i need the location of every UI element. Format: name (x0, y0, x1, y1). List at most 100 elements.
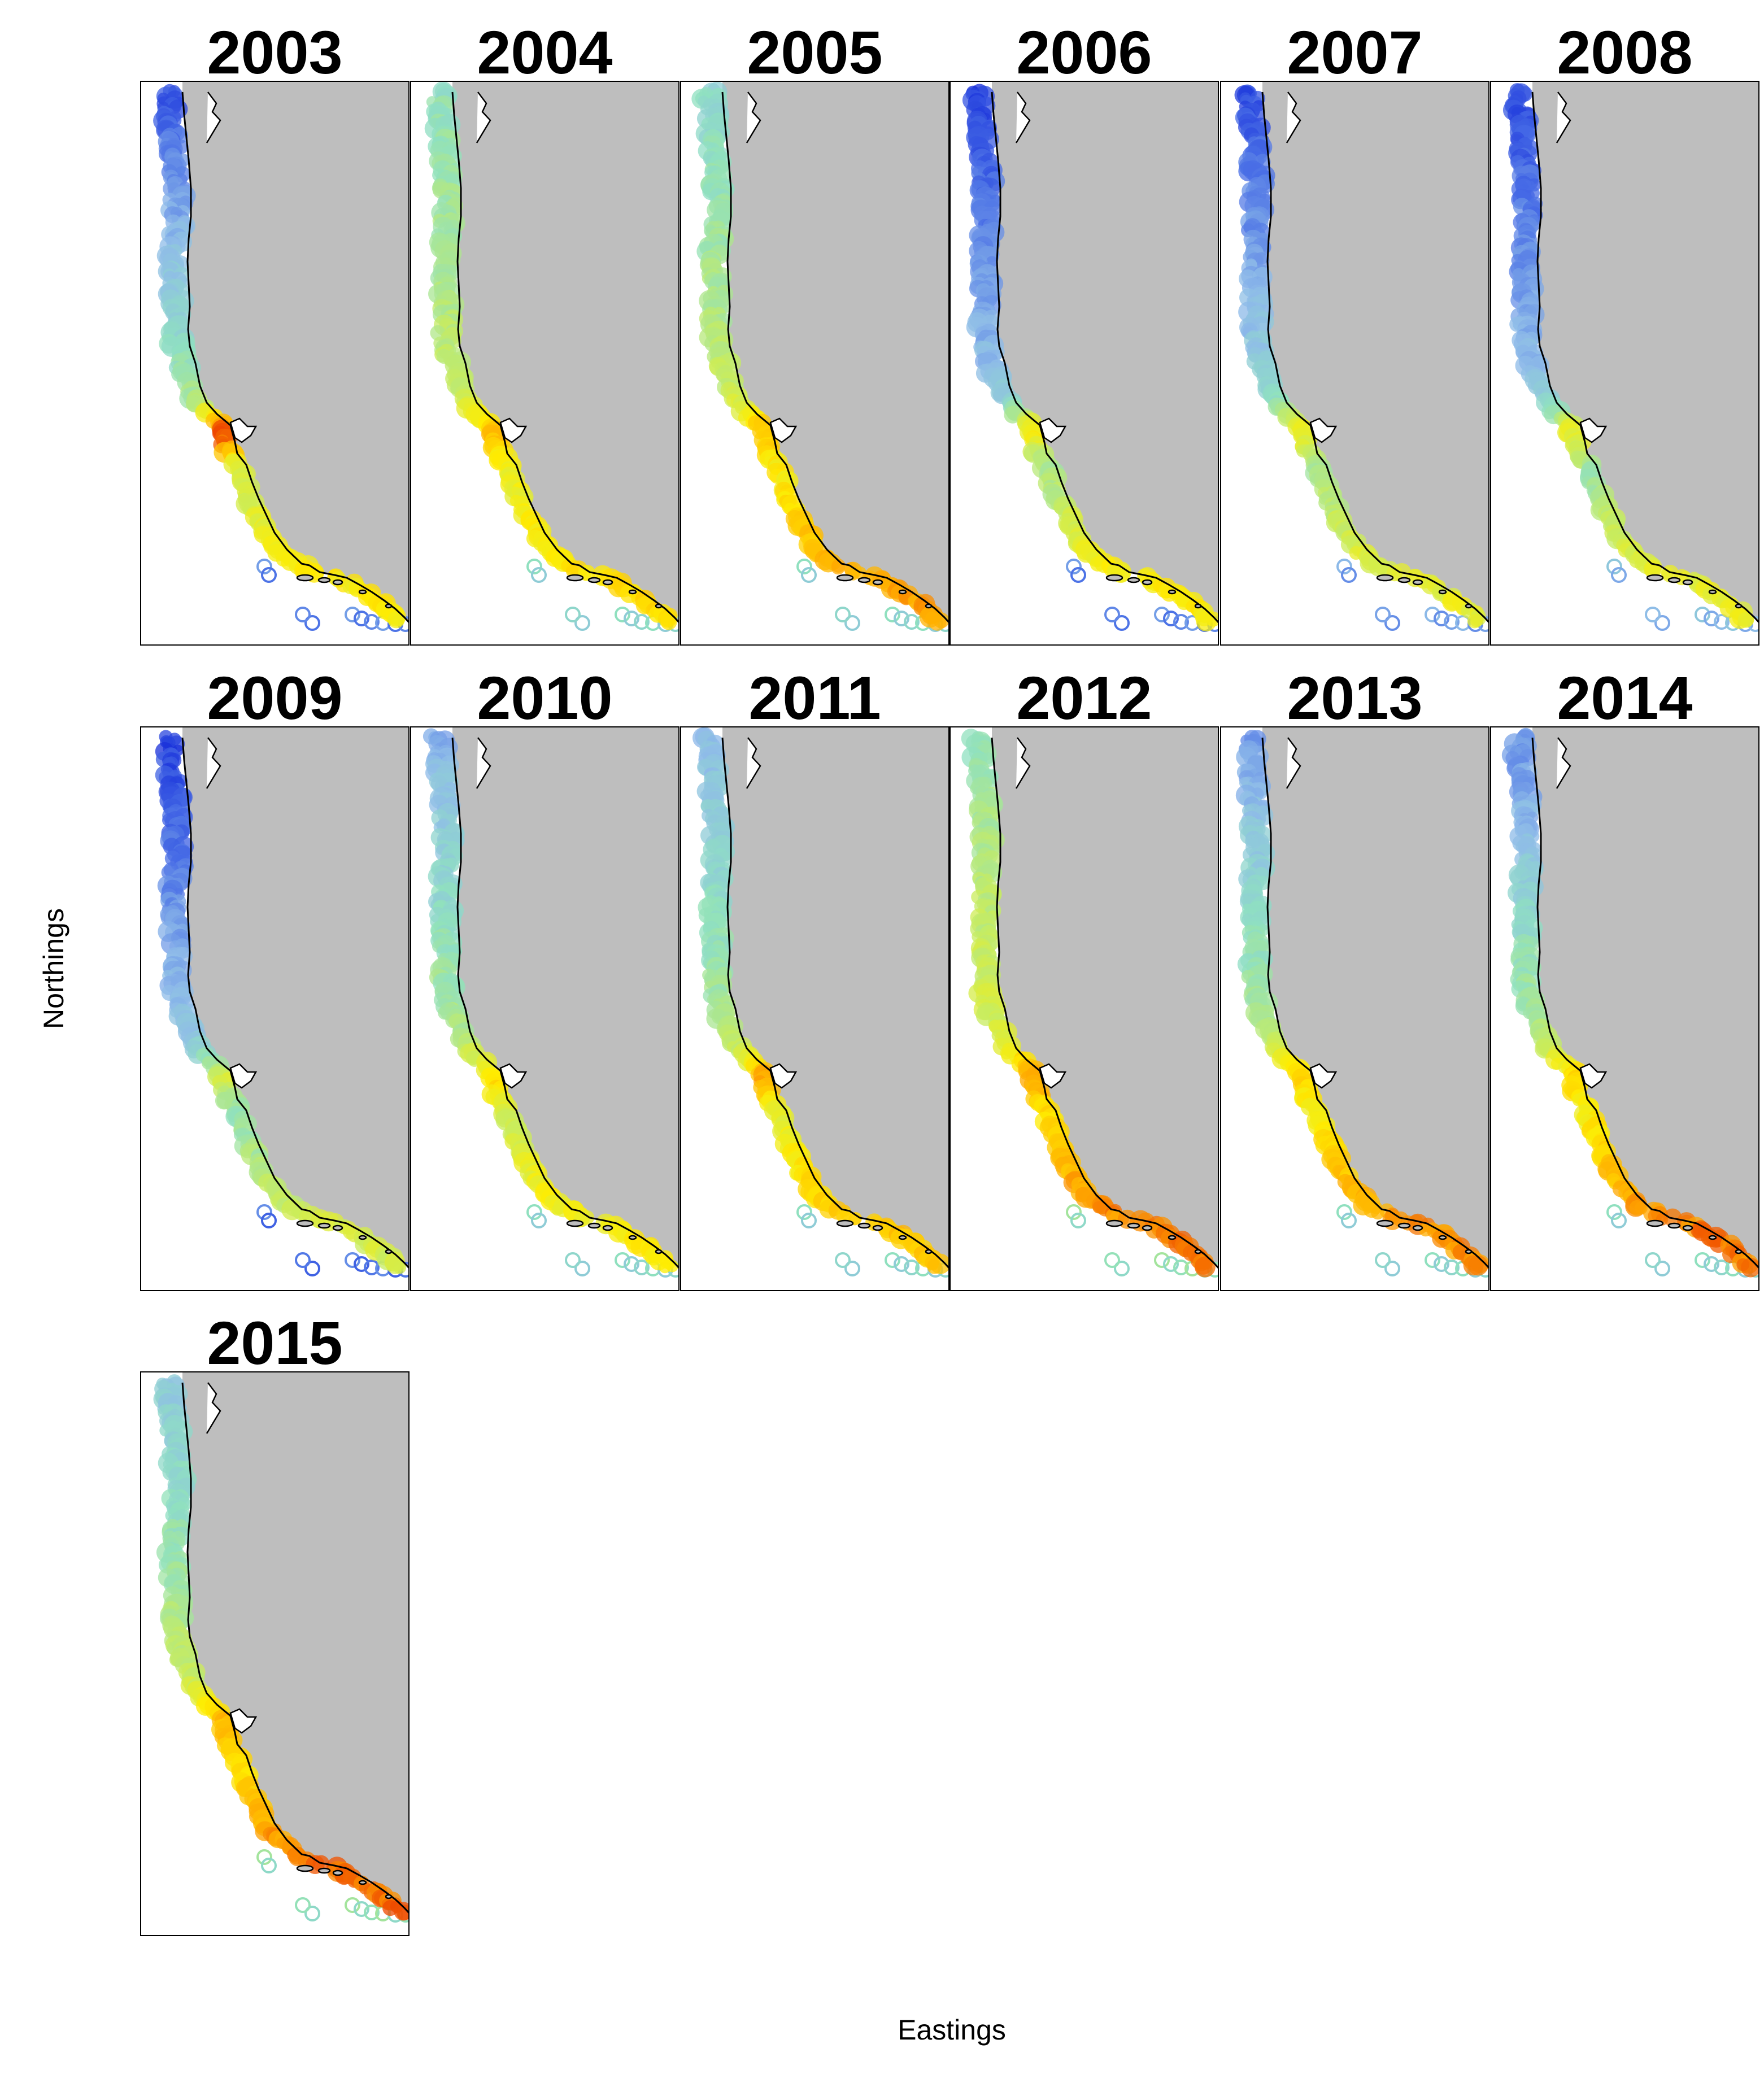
offshore-ring (1104, 607, 1120, 622)
island (1168, 1235, 1177, 1240)
island (1376, 1219, 1394, 1227)
offshore-ring (894, 1256, 909, 1272)
island (925, 603, 933, 609)
offshore-ring (526, 559, 542, 574)
land (722, 726, 949, 1291)
bay (1309, 1063, 1338, 1089)
offshore-ring (801, 567, 817, 583)
panel-title-2012: 2012 (1016, 664, 1152, 732)
data-blob (1629, 1200, 1645, 1216)
island (1105, 574, 1123, 582)
bay (229, 417, 258, 443)
island (317, 577, 331, 583)
map-panel-2005 (680, 81, 949, 646)
coastline (721, 91, 949, 624)
map-panel-2008 (1490, 81, 1759, 646)
offshore-ring (364, 1905, 380, 1920)
island (1735, 1249, 1743, 1254)
offshore-ring (261, 567, 277, 583)
inlet-north (1556, 737, 1571, 789)
bay (769, 417, 798, 443)
coastline (181, 91, 410, 624)
map-svg (949, 726, 1219, 1291)
map-svg (410, 81, 680, 646)
offshore-ring (1375, 607, 1391, 622)
island (1646, 1219, 1664, 1227)
island (857, 1222, 871, 1229)
map-panel-2004 (410, 81, 680, 646)
island (296, 574, 314, 582)
island (317, 1867, 331, 1874)
island (296, 1219, 314, 1227)
map-panel-2013 (1220, 726, 1489, 1291)
panel-title-2015: 2015 (207, 1309, 343, 1377)
island (655, 603, 663, 609)
land (992, 726, 1219, 1291)
offshore-ring (1611, 1213, 1627, 1228)
offshore-ring (1336, 1204, 1352, 1220)
panel-title-2008: 2008 (1557, 18, 1693, 86)
coastline (721, 737, 949, 1270)
data-blob (928, 613, 947, 631)
panel-frame (1490, 81, 1759, 646)
offshore-ring (1611, 567, 1627, 583)
island (566, 574, 584, 582)
island (358, 589, 367, 595)
island (332, 1870, 343, 1876)
bay (499, 1063, 528, 1089)
offshore-ring (1375, 1252, 1391, 1268)
y-axis-label-text: Northings (38, 908, 69, 1029)
data-blob (396, 1905, 410, 1920)
inlet-north (1015, 737, 1031, 789)
island (1708, 1235, 1717, 1240)
offshore-ring (1336, 559, 1352, 574)
island (358, 1235, 367, 1240)
coastline (451, 91, 680, 624)
panel-frame (140, 1371, 410, 1936)
inlet-north (206, 737, 221, 789)
offshore-ring (624, 611, 639, 626)
panel-title-2009: 2009 (207, 664, 343, 732)
island (1438, 589, 1447, 595)
panel-frame (680, 726, 949, 1291)
offshore-ring (304, 615, 320, 631)
panel-frame (140, 81, 410, 646)
offshore-ring (1425, 607, 1440, 622)
land (182, 726, 410, 1291)
map-svg (1220, 81, 1489, 646)
map-panel-2012 (949, 726, 1219, 1291)
coastline (1531, 737, 1759, 1270)
offshore-ring (796, 1204, 812, 1220)
island (1646, 574, 1664, 582)
coastline (991, 737, 1219, 1270)
panel-title-2007: 2007 (1287, 18, 1423, 86)
data-blob (836, 1208, 851, 1223)
offshore-ring (295, 607, 311, 622)
offshore-ring (574, 1261, 590, 1276)
panel-frame (1490, 726, 1759, 1291)
data-blob (386, 1255, 405, 1274)
panel-frame (410, 81, 680, 646)
inlet-north (476, 91, 491, 143)
bay (1039, 1063, 1067, 1089)
island (872, 1224, 883, 1231)
offshore-ring (1384, 1261, 1400, 1276)
island (1168, 589, 1177, 595)
map-svg (140, 81, 410, 646)
offshore-ring (256, 1849, 272, 1865)
coastline (1261, 91, 1489, 624)
land (182, 81, 410, 646)
inlet-north (1015, 91, 1031, 143)
data-blob (1737, 612, 1754, 628)
land (722, 81, 949, 646)
coastline (1531, 91, 1759, 624)
inlet-north (746, 737, 761, 789)
bay (1579, 1063, 1608, 1089)
panel-frame (680, 81, 949, 646)
panel-frame (1220, 81, 1489, 646)
island (1105, 1219, 1123, 1227)
offshore-ring (844, 615, 860, 631)
island (566, 1219, 584, 1227)
offshore-ring (526, 1204, 542, 1220)
offshore-ring (354, 611, 369, 626)
